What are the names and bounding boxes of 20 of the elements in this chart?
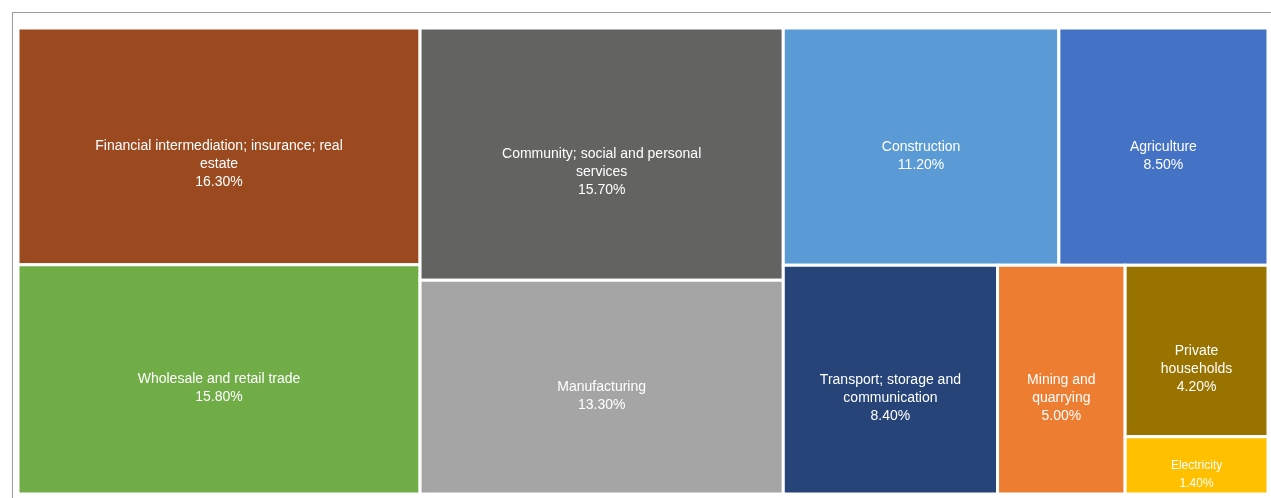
category-label: Mining and quarrying xyxy=(1027,370,1096,405)
data-label: 4.20% xyxy=(1176,378,1217,395)
category-label: Construction xyxy=(881,137,961,154)
category-label: Community; social and personal services xyxy=(502,145,702,180)
data-label: 8.40% xyxy=(870,406,911,423)
category-label: Transport; storage and communication xyxy=(819,370,961,405)
data-label: 5.00% xyxy=(1041,406,1082,423)
data-label: 1.40% xyxy=(1179,476,1214,491)
category-label: Private households xyxy=(1160,342,1233,377)
category-label: Financial intermediation; insurance; real estate xyxy=(95,137,343,172)
data-label: 8.50% xyxy=(1143,155,1184,172)
category-label: Electricity xyxy=(1170,458,1223,473)
data-label: 16.30% xyxy=(195,173,243,190)
data-label: 13.30% xyxy=(577,396,626,413)
data-label: 11.20% xyxy=(897,155,945,172)
category-label: Manufacturing xyxy=(557,378,647,395)
category-label: Agriculture xyxy=(1129,137,1198,154)
data-label: 15.80% xyxy=(195,388,243,405)
category-label: Wholesale and retail trade xyxy=(137,370,301,387)
data-label: 15.70% xyxy=(577,181,626,198)
